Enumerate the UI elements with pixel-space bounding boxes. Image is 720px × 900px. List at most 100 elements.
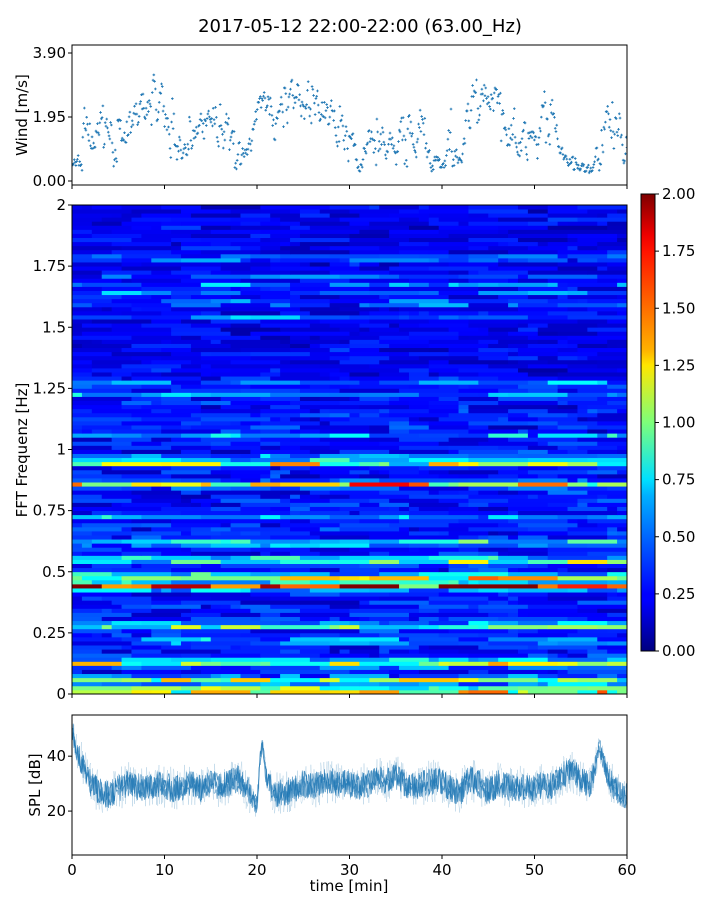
spectrogram-cell [171,306,231,312]
spectrogram-cell [379,245,400,251]
x-tick-label: 60 [617,861,636,879]
spectrogram-cell [438,531,450,536]
spectrogram-cell [181,257,241,263]
wind-point [216,140,220,143]
spectrogram-cell [141,404,202,410]
spectrogram-cell [468,653,529,658]
wind-point [571,155,575,159]
wind-point [124,141,128,144]
spectrogram-cell [72,339,93,344]
spectrogram-cell [359,518,400,524]
spectrogram-cell [468,657,479,662]
spectrogram-cell [121,347,162,353]
spectrogram-cell [280,473,321,479]
spectrogram-cell [557,262,608,267]
wind-point [559,151,562,155]
spectrogram-cell [537,355,559,361]
spectrogram-cell [389,213,430,218]
wind-point [258,97,261,100]
spectrogram-cell [171,437,202,442]
spectrogram-cell [210,673,222,679]
wind-point [360,165,364,169]
wind-point [207,109,210,113]
spectrogram-cell [567,461,598,467]
spectrogram-cell [101,290,142,296]
spectrogram-cell [557,266,598,271]
spectrogram-cell [260,420,321,426]
spectrogram-cell [299,632,340,638]
spectrogram-cell [517,478,568,483]
spectrogram-cell [171,624,202,630]
spectrogram-cell [91,339,103,344]
spectrogram-cell [597,278,618,283]
spectrogram-cell [458,473,489,479]
spectrogram-cell [458,376,499,381]
spectrogram-cell [478,282,499,287]
spectrogram-cell [299,396,321,401]
spectrogram-cell [418,323,469,328]
spectrogram-cell [379,571,420,577]
spectrogram-cell [617,209,627,214]
spectrogram-cell [72,372,93,377]
spectrogram-cell [121,661,142,666]
spectrogram-cell [428,372,440,377]
spectrogram-cell [200,290,241,296]
spectrogram-cell [428,600,489,605]
spectrogram-cell [91,632,103,638]
wind-point [386,150,390,154]
spectrogram-cell [151,583,212,589]
spectrogram-cell [617,632,627,638]
spectrogram-cell [537,681,549,687]
spectrogram-cell [111,429,162,434]
spectrogram-cell [458,404,469,410]
wind-point [388,131,392,135]
spectrogram-cell [617,506,627,512]
spectrogram-cell [91,543,132,548]
spectrogram-cell [547,453,598,459]
wind-point [338,105,342,108]
spectrogram-cell [210,506,241,512]
spectrogram-cell [72,286,103,291]
spectrogram-cell [468,302,509,308]
spectrogram-cell [111,632,132,638]
spectrogram-cell [200,363,212,369]
spectrogram-cell [290,286,321,291]
spectrogram-cell [72,404,122,410]
spectrogram-cell [141,306,172,312]
spectrogram-cell [517,632,568,638]
spectrogram-cell [508,343,529,349]
spectrogram-cell [200,420,231,426]
spectrogram-cell [418,547,459,552]
spectrogram-cell [488,624,549,630]
spectrogram-cell [567,257,578,263]
wind-point [519,140,522,144]
wind-point [144,117,147,121]
spectrogram-cell [290,543,321,548]
spectrogram-cell [349,510,360,516]
spectrogram-cell [517,327,539,332]
spectrogram-cell [557,641,608,646]
spectrogram-cell [72,673,113,679]
wind-point [104,124,108,128]
spectrogram-cell [498,445,529,450]
wind-point [480,87,484,91]
spectrogram-cell [418,645,430,650]
wind-point [282,125,285,128]
spectrogram-cell [171,384,182,389]
spectrogram-cell [290,339,340,344]
spectrogram-cell [448,359,509,365]
spectrogram-cell [111,673,132,679]
spectrogram-cell [488,641,539,646]
spectrogram-cell [379,262,400,267]
wind-point [292,106,295,110]
spectrogram-cell [468,689,509,694]
wind-point [154,87,157,91]
spectrogram-cell [577,217,627,222]
spectrogram-cell [131,612,182,617]
wind-point [584,169,588,173]
spectrogram-cell [309,323,331,328]
wind-point [424,146,427,150]
wind-point [499,91,502,95]
wind-point [404,158,408,162]
spectrogram-cell [498,388,529,393]
